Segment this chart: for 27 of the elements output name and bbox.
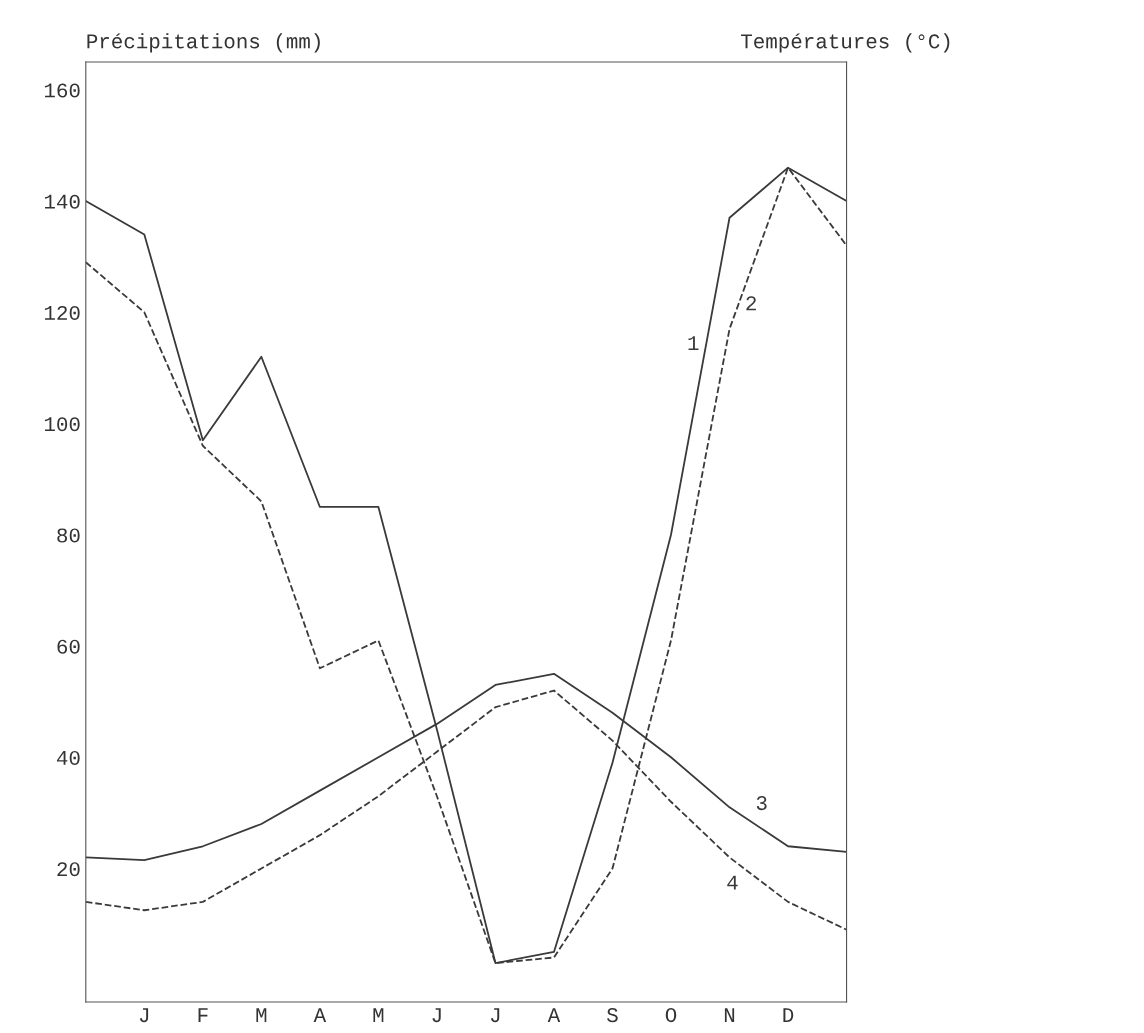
y-tick-label: 100 (44, 417, 80, 432)
x-tick-label: J (432, 1008, 441, 1023)
y-tick-label: 120 (44, 305, 80, 321)
y-tick-label: 20 (57, 862, 80, 877)
x-tick-label: N (724, 1008, 735, 1022)
x-tick-label: J (490, 1008, 500, 1023)
y-axis-title: Précipitations (mm) (87, 33, 320, 53)
x-tick-label: J (139, 1008, 149, 1023)
series-label: 2 (746, 296, 756, 311)
y-tick-label: 40 (56, 750, 80, 766)
y-tick-label: 140 (44, 194, 80, 209)
x-tick-label: D (783, 1008, 794, 1022)
line-series (85, 166, 847, 964)
series-label: 1 (688, 336, 699, 350)
y-tick-label: 60 (57, 639, 80, 654)
x-tick-label: O (665, 1008, 677, 1023)
y2-axis-title: Températures (°C) (741, 33, 950, 53)
y-tick-label: 160 (44, 83, 80, 98)
x-tick-label: F (198, 1008, 208, 1022)
x-tick-label: A (313, 1008, 327, 1022)
x-tick-label: S (607, 1008, 618, 1023)
series-label: 3 (756, 796, 767, 811)
x-tick-label: M (256, 1008, 267, 1022)
y-tick-label: 80 (57, 528, 80, 543)
x-tick-label: M (373, 1008, 384, 1022)
series-label: 4 (727, 875, 738, 890)
x-tick-label: A (547, 1008, 561, 1022)
